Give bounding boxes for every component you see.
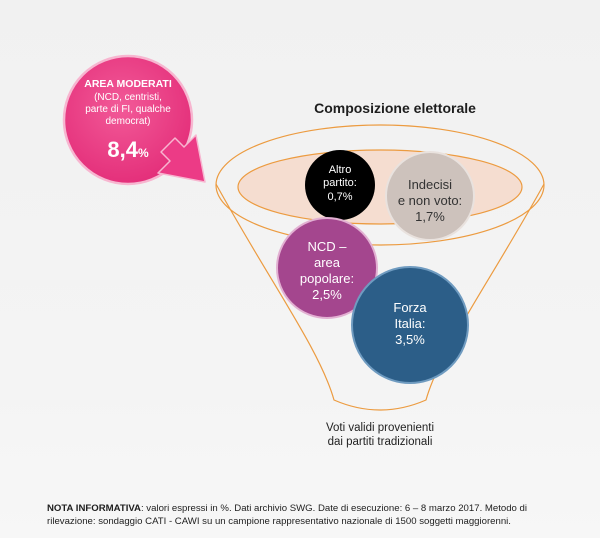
area-moderati-title: AREA MODERATI bbox=[84, 78, 172, 90]
forza-italia-circle bbox=[351, 266, 469, 384]
ncd-label: NCD – area popolare: 2,5% bbox=[268, 239, 386, 302]
altro-partito-circle bbox=[305, 150, 375, 220]
label-line: area bbox=[313, 254, 341, 270]
funnel-outline bbox=[215, 183, 545, 411]
footnote-text: : valori espressi in %. Dati archivio SW… bbox=[47, 503, 528, 528]
area-moderati-desc-line: (NCD, centristi, bbox=[94, 92, 162, 103]
area-moderati-description: (NCD, centristi, parte di FI, qualche de… bbox=[68, 92, 188, 128]
label-line: Altro bbox=[328, 164, 352, 176]
funnel-rim-outer bbox=[215, 124, 545, 246]
area-moderati-desc-line: parte di FI, qualche bbox=[85, 104, 171, 115]
label-line: 0,7% bbox=[327, 190, 353, 203]
area-moderati-circle bbox=[62, 54, 194, 186]
indecisi-circle bbox=[385, 151, 475, 241]
label-line: Forza bbox=[393, 300, 427, 315]
label-line: NCD – bbox=[307, 239, 347, 254]
label-line: popolare: bbox=[299, 270, 355, 286]
label-line: Italia: bbox=[394, 315, 426, 331]
label-line: Indecisi bbox=[407, 177, 453, 192]
ncd-circle bbox=[276, 217, 378, 319]
label-line: e non voto: bbox=[397, 192, 463, 208]
area-moderati-desc-line: democrat) bbox=[105, 116, 151, 127]
diagram-title: Composizione elettorale bbox=[314, 100, 476, 116]
caption-line: Voti validi provenienti bbox=[325, 422, 435, 434]
funnel-rim-inner bbox=[237, 149, 523, 225]
arrow-icon bbox=[157, 134, 206, 183]
area-moderati-value: 8,4% bbox=[68, 137, 188, 164]
label-line: 1,7% bbox=[415, 208, 445, 224]
indecisi-label: Indecisi e non voto: 1,7% bbox=[382, 177, 478, 225]
footnote: NOTA INFORMATIVA: valori espressi in %. … bbox=[47, 502, 567, 528]
label-line: 2,5% bbox=[312, 286, 342, 302]
altro-partito-label: Altro partito: 0,7% bbox=[300, 164, 380, 204]
label-line: partito: bbox=[323, 177, 357, 190]
footnote-bold-label: NOTA INFORMATIVA bbox=[47, 503, 141, 514]
caption-line: dai partiti tradizionali bbox=[327, 436, 433, 449]
area-moderati-number: 8,4 bbox=[107, 137, 138, 162]
forza-italia-label: Forza Italia: 3,5% bbox=[352, 300, 468, 348]
funnel-caption: Voti validi provenienti dai partiti trad… bbox=[270, 421, 490, 449]
label-line: 3,5% bbox=[395, 331, 425, 347]
area-moderati-unit: % bbox=[137, 146, 149, 160]
